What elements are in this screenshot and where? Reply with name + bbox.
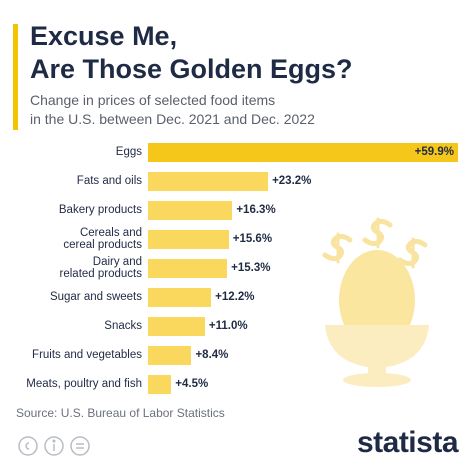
- value-label: +23.2%: [272, 174, 312, 187]
- egg-cup: [325, 325, 429, 368]
- category-label: Cereals and cereal products: [63, 227, 142, 251]
- brand-logo[interactable]: statista: [356, 426, 459, 459]
- category-label: Bakery products: [58, 204, 142, 216]
- bar: [148, 171, 269, 191]
- value-label: +12.2%: [215, 290, 255, 303]
- value-label: +4.5%: [175, 377, 209, 390]
- bar: [148, 142, 458, 162]
- bar: [148, 229, 229, 249]
- value-label: +16.3%: [236, 203, 276, 216]
- egg-cup-base: [343, 373, 411, 387]
- category-label: Sugar and sweets: [49, 291, 142, 303]
- dollar-signs: [322, 217, 428, 269]
- bar: [148, 200, 233, 220]
- value-label: +8.4%: [195, 348, 229, 361]
- category-label: Dairy and related products: [59, 256, 142, 280]
- bar: [148, 258, 228, 278]
- chart-subtitle: Change in prices of selected food items …: [30, 92, 315, 127]
- bar: [148, 316, 205, 336]
- bar: [148, 287, 212, 307]
- bar: [148, 345, 192, 365]
- title-accent: [13, 24, 18, 130]
- value-label: +15.6%: [232, 232, 273, 245]
- source: Source: U.S. Bureau of Labor Statistics: [16, 406, 225, 420]
- bar: [148, 374, 172, 394]
- value-label: +15.3%: [231, 261, 271, 274]
- category-label: Snacks: [104, 320, 142, 332]
- value-label: +59.9%: [414, 145, 454, 158]
- category-label: Eggs: [115, 146, 142, 158]
- value-label: +11.0%: [208, 319, 248, 332]
- category-label: Fats and oils: [76, 175, 142, 187]
- egg-cup-stem: [368, 366, 386, 376]
- license-icons: [18, 436, 90, 456]
- category-label: Fruits and vegetables: [32, 349, 142, 361]
- chart-title: Excuse Me, Are Those Golden Eggs?: [30, 21, 353, 84]
- category-label: Meats, poultry and fish: [26, 378, 142, 390]
